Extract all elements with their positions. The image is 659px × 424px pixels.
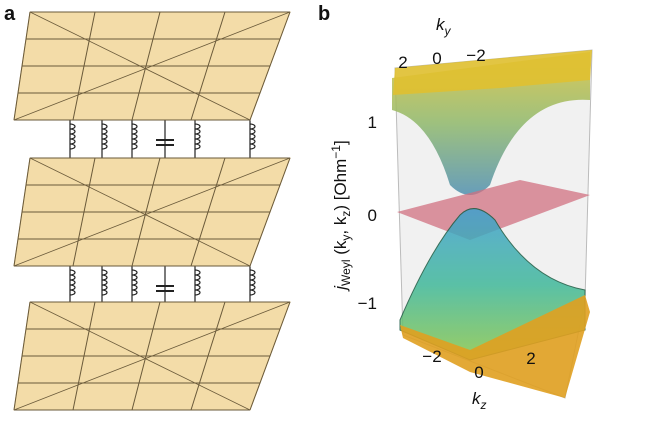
panel-label: b bbox=[318, 3, 330, 25]
lower-band-cap bbox=[400, 295, 590, 398]
coil bbox=[69, 269, 76, 296]
ky-label: ky bbox=[436, 15, 452, 38]
j-tick: 1 bbox=[368, 113, 377, 132]
layer-wire bbox=[13, 11, 291, 121]
layer-wire bbox=[190, 11, 226, 121]
panel-label: a bbox=[4, 3, 16, 25]
ky-tick: −2 bbox=[466, 46, 485, 65]
layer-wire bbox=[13, 301, 291, 411]
layer-wire bbox=[249, 157, 291, 267]
layer-wire bbox=[190, 301, 226, 411]
kz-tick: 2 bbox=[526, 349, 535, 368]
coil bbox=[249, 123, 256, 150]
j-axis-label: jWeyl (ky, kz) [Ohm−1] bbox=[329, 140, 353, 291]
surface-plot bbox=[392, 49, 593, 399]
coil bbox=[249, 269, 256, 296]
coil bbox=[194, 269, 201, 296]
layer-wire bbox=[249, 301, 291, 411]
coil bbox=[131, 123, 138, 150]
coil bbox=[131, 269, 138, 296]
zero-plane bbox=[397, 180, 590, 240]
kz-label: kz bbox=[472, 389, 487, 412]
upper-band-cap bbox=[393, 50, 592, 95]
ky-tick: 2 bbox=[398, 53, 407, 72]
ky-tick: 0 bbox=[432, 49, 441, 68]
coil bbox=[101, 269, 108, 296]
layer-wire bbox=[29, 11, 251, 121]
layer-wire bbox=[29, 301, 251, 411]
layer-wire bbox=[29, 157, 251, 267]
j-tick: 0 bbox=[368, 206, 377, 225]
circuit-diagram bbox=[13, 11, 291, 411]
coil bbox=[194, 123, 201, 150]
layer-wire bbox=[13, 157, 291, 267]
kz-tick: 0 bbox=[474, 363, 483, 382]
layer-wire bbox=[190, 157, 226, 267]
kz-tick: −2 bbox=[422, 347, 441, 366]
j-tick: −1 bbox=[358, 294, 377, 313]
coil bbox=[69, 123, 76, 150]
layer-wire bbox=[249, 11, 291, 121]
coil bbox=[101, 123, 108, 150]
